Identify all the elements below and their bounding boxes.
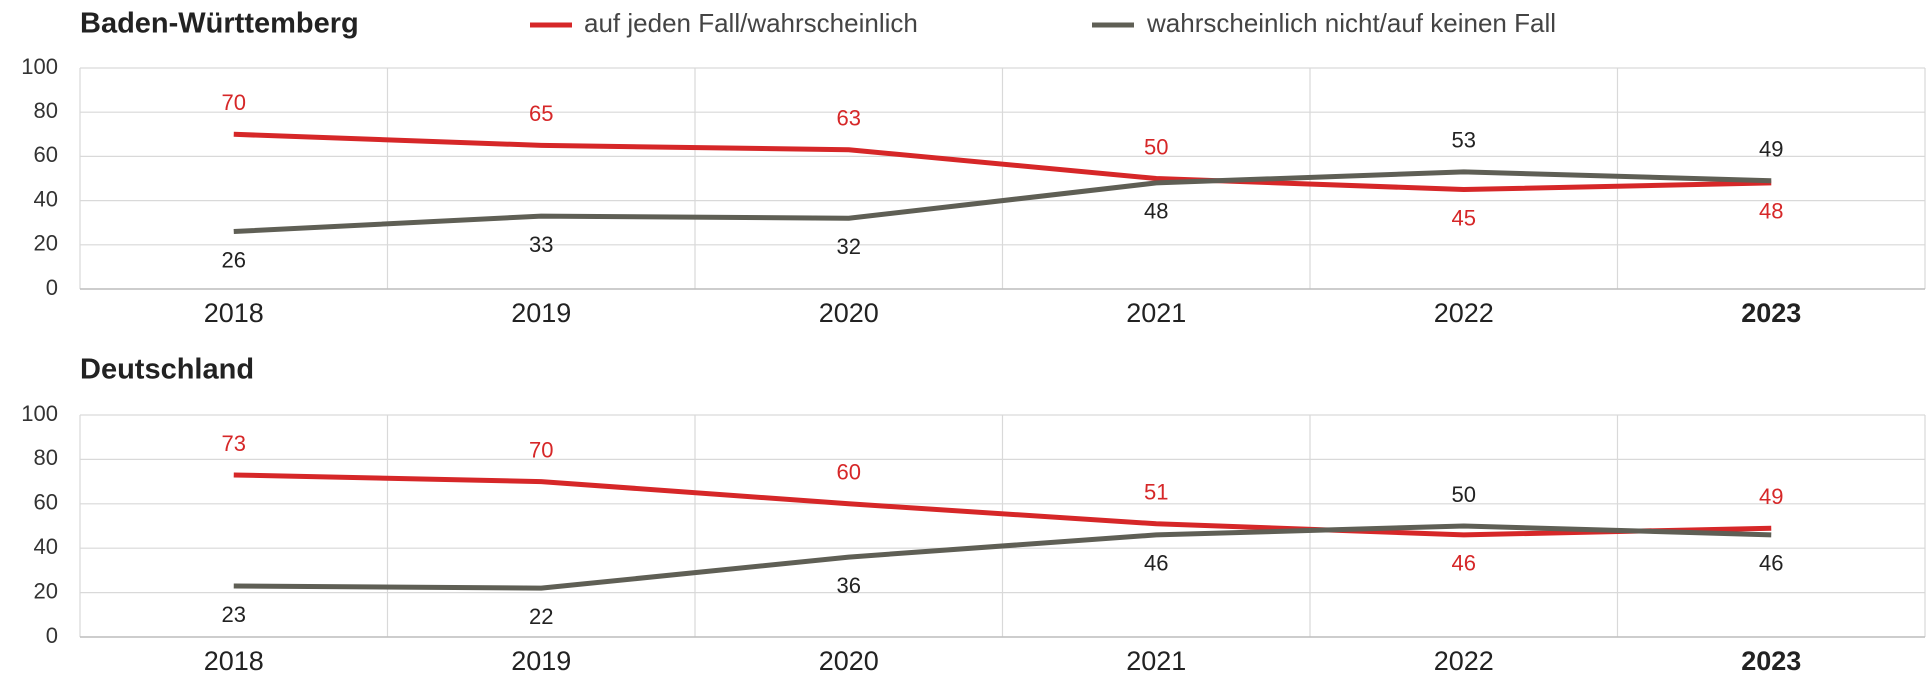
- y-tick-label: 100: [21, 54, 58, 79]
- y-tick-label: 20: [34, 231, 58, 256]
- x-tick-label: 2021: [1126, 646, 1186, 676]
- data-label: 65: [529, 101, 553, 126]
- data-label: 70: [222, 90, 246, 115]
- x-tick-label: 2022: [1434, 298, 1494, 328]
- data-label: 53: [1452, 128, 1476, 153]
- data-label: 48: [1759, 199, 1783, 224]
- x-tick-label: 2018: [204, 646, 264, 676]
- series-line: [233, 523, 1772, 591]
- data-label: 63: [837, 106, 861, 131]
- y-tick-label: 80: [34, 445, 58, 470]
- data-label: 33: [529, 232, 553, 257]
- y-tick-label: 100: [21, 401, 58, 426]
- chart-title: Deutschland: [80, 354, 254, 386]
- y-tick-label: 40: [34, 534, 58, 559]
- legend-label: wahrscheinlich nicht/auf keinen Fall: [1146, 8, 1556, 38]
- series-line: [233, 131, 1772, 193]
- series-line: [233, 169, 1772, 235]
- data-label: 22: [529, 604, 553, 629]
- y-tick-label: 60: [34, 142, 58, 167]
- y-tick-label: 20: [34, 578, 58, 603]
- y-tick-label: 40: [34, 186, 58, 211]
- data-label: 23: [222, 602, 246, 627]
- y-tick-label: 60: [34, 490, 58, 515]
- x-tick-label: 2023: [1741, 298, 1801, 328]
- legend-label: auf jeden Fall/wahrscheinlich: [584, 8, 918, 38]
- data-label: 32: [837, 234, 861, 259]
- data-label: 48: [1144, 199, 1168, 224]
- x-tick-label: 2020: [819, 298, 879, 328]
- data-label: 45: [1452, 205, 1476, 230]
- y-tick-label: 0: [46, 623, 58, 648]
- x-tick-label: 2019: [511, 646, 571, 676]
- data-label: 50: [1452, 482, 1476, 507]
- data-label: 51: [1144, 480, 1168, 505]
- x-tick-label: 2018: [204, 298, 264, 328]
- data-label: 26: [222, 247, 246, 272]
- series-line: [233, 472, 1772, 538]
- data-label: 70: [529, 437, 553, 462]
- y-tick-label: 0: [46, 275, 58, 300]
- x-tick-label: 2021: [1126, 298, 1186, 328]
- y-tick-label: 80: [34, 98, 58, 123]
- data-label: 73: [222, 431, 246, 456]
- x-tick-label: 2022: [1434, 646, 1494, 676]
- chart-title: Baden-Württemberg: [80, 8, 359, 40]
- data-label: 50: [1144, 134, 1168, 159]
- data-label: 46: [1144, 551, 1168, 576]
- data-label: 36: [837, 573, 861, 598]
- data-label: 49: [1759, 484, 1783, 509]
- data-label: 49: [1759, 137, 1783, 162]
- data-label: 46: [1759, 551, 1783, 576]
- data-label: 46: [1452, 551, 1476, 576]
- data-label: 60: [837, 460, 861, 485]
- x-tick-label: 2019: [511, 298, 571, 328]
- x-tick-label: 2023: [1741, 646, 1801, 676]
- x-tick-label: 2020: [819, 646, 879, 676]
